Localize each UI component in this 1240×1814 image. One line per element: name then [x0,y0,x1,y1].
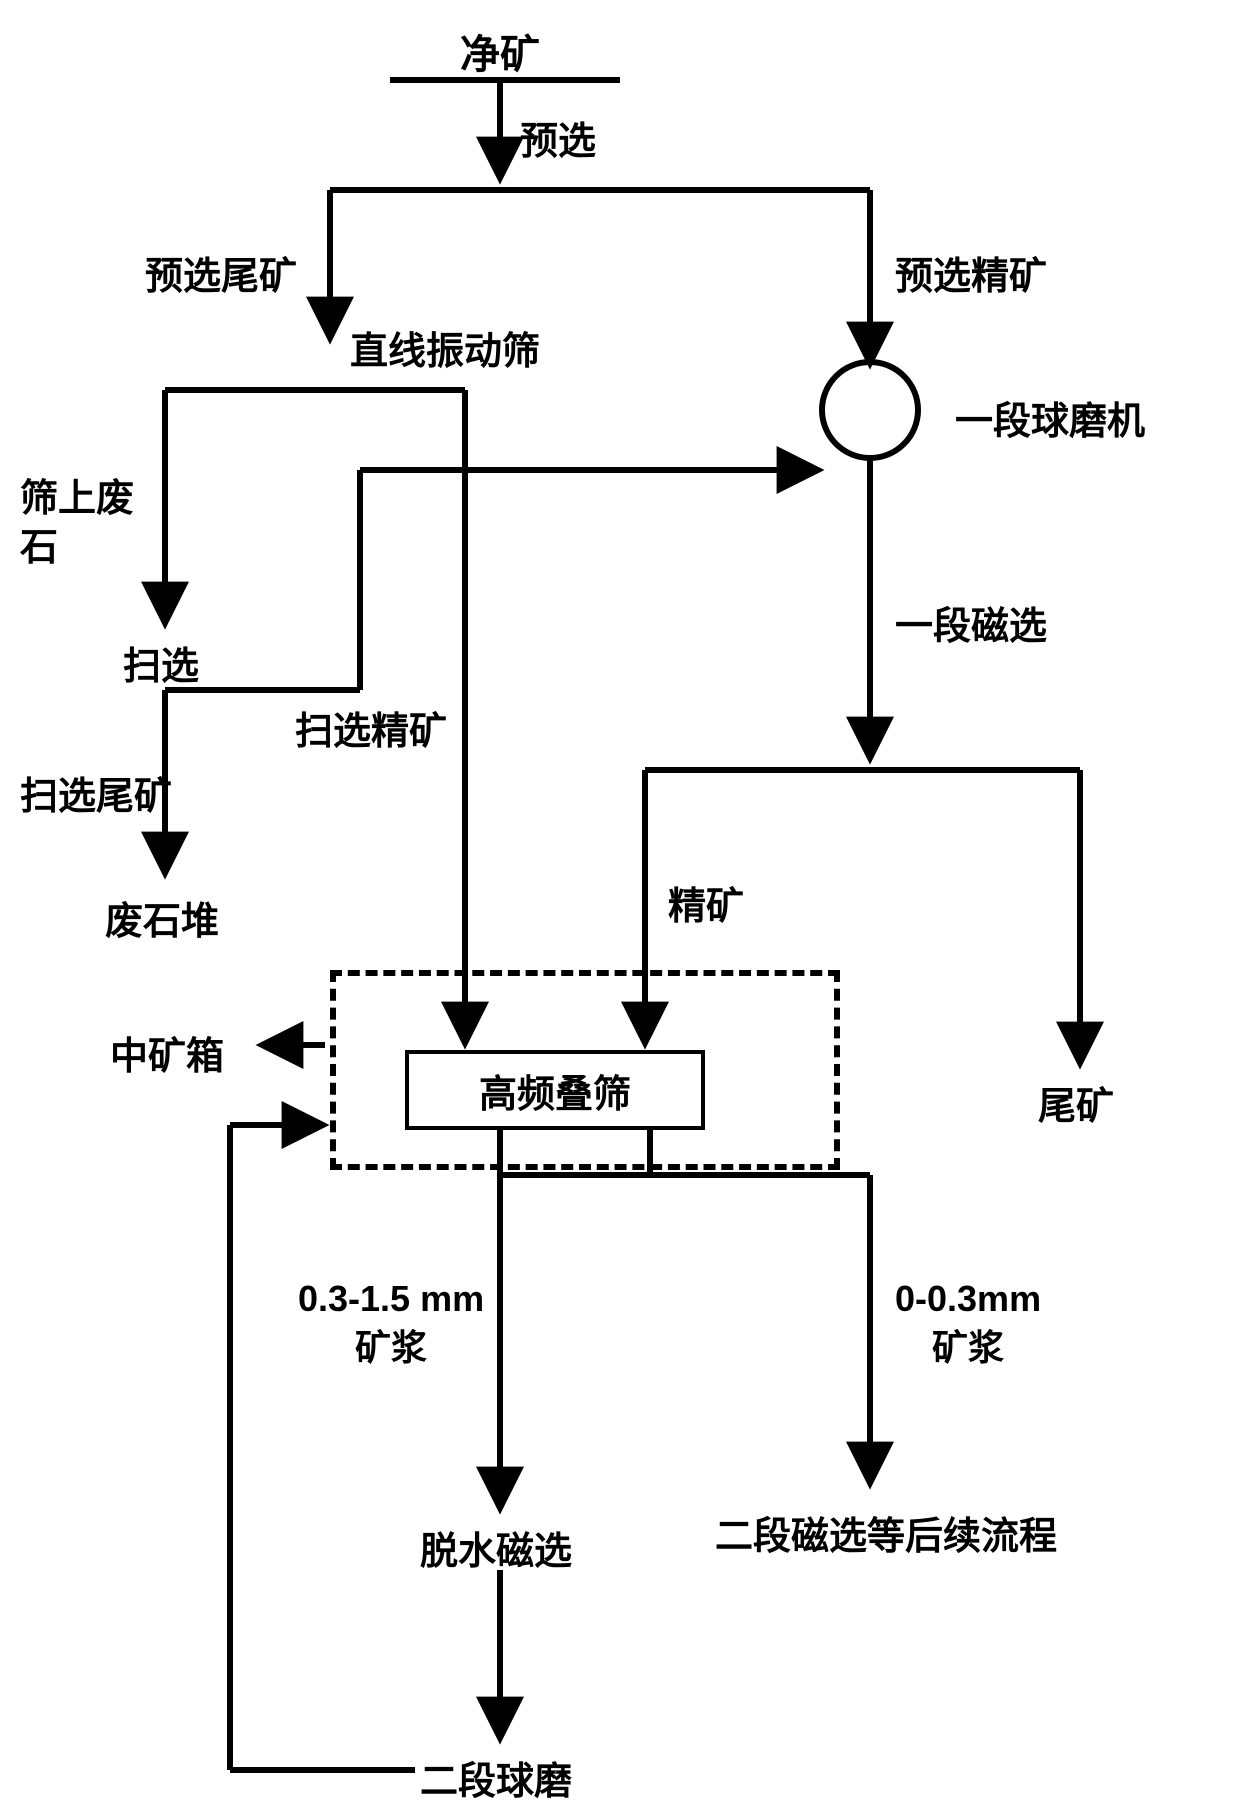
saoxuan-weikuang-label: 扫选尾矿 [20,765,172,820]
size1-value: 0.3-1.5 mm [298,1278,484,1319]
zhongkuangxiang-label: 中矿箱 [110,1025,224,1080]
tuoshui-cixuan-label: 脱水磁选 [420,1520,572,1575]
yuxuan-label: 预选 [520,110,596,165]
gaopin-dieshai-label: 高频叠筛 [479,1063,631,1118]
yuxuan-weikuang-label: 预选尾矿 [145,245,297,300]
yuxuan-jingkuang-label: 预选精矿 [895,245,1047,300]
yiduan-cixuan-label: 一段磁选 [895,595,1047,650]
saoxuan-jingkuang-label: 扫选精矿 [295,700,447,755]
weikuang-label: 尾矿 [1038,1075,1114,1130]
size1-label: 0.3-1.5 mm 矿浆 [298,1275,484,1372]
feishidui-label: 废石堆 [105,890,219,945]
kuangjiang1-label: 矿浆 [355,1327,427,1368]
jingkuang2-label: 精矿 [668,875,744,930]
size2-value: 0-0.3mm [895,1278,1041,1319]
erduan-qiumo-label: 二段球磨 [420,1750,572,1805]
gaopin-dieshai-box: 高频叠筛 [405,1050,705,1130]
qiumoji-label: 一段球磨机 [955,390,1145,445]
size2-label: 0-0.3mm 矿浆 [895,1275,1041,1372]
erduan-cixuan-label: 二段磁选等后续流程 [715,1505,1057,1560]
saoxuan-label: 扫选 [123,635,199,690]
shaishang-feishi-label: 筛上废石 [20,475,160,574]
zhendongshai-label: 直线振动筛 [350,320,540,375]
jingkuang-label: 净矿 [460,22,540,80]
kuangjiang2-label: 矿浆 [932,1327,1004,1368]
